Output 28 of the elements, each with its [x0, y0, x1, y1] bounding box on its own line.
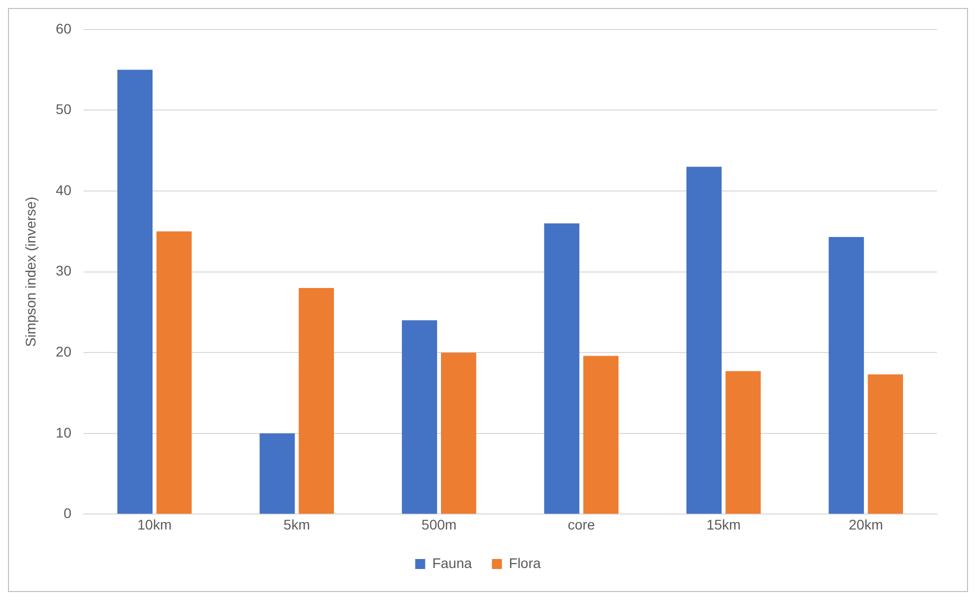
y-tick-label: 60 — [56, 20, 72, 36]
bar — [868, 374, 904, 514]
legend-label: Fauna — [432, 554, 472, 571]
y-tick-label: 40 — [56, 182, 72, 198]
bar — [544, 223, 580, 514]
bar — [298, 288, 334, 514]
y-tick-label: 50 — [56, 101, 72, 118]
x-tick-label: 15km — [706, 516, 741, 532]
bar — [726, 371, 761, 514]
x-tick-label: 10km — [137, 516, 172, 532]
y-tick-label: 0 — [64, 505, 72, 522]
y-tick-label: 30 — [56, 262, 72, 279]
y-tick-label: 10 — [56, 424, 72, 440]
bar — [828, 237, 864, 514]
bar — [402, 320, 438, 514]
bar — [441, 352, 476, 514]
y-axis-title: Simpson index (inverse) — [22, 196, 38, 347]
y-tick-label: 20 — [56, 343, 72, 360]
bar — [117, 70, 153, 514]
bar — [260, 433, 295, 514]
legend-label: Flora — [508, 554, 542, 571]
x-tick-label: core — [568, 516, 596, 532]
bar — [583, 356, 618, 514]
x-tick-label: 20km — [848, 516, 883, 532]
x-tick-label: 500m — [422, 516, 457, 532]
bar — [156, 231, 192, 514]
x-tick-label: 5km — [284, 516, 310, 532]
bar — [686, 166, 722, 514]
